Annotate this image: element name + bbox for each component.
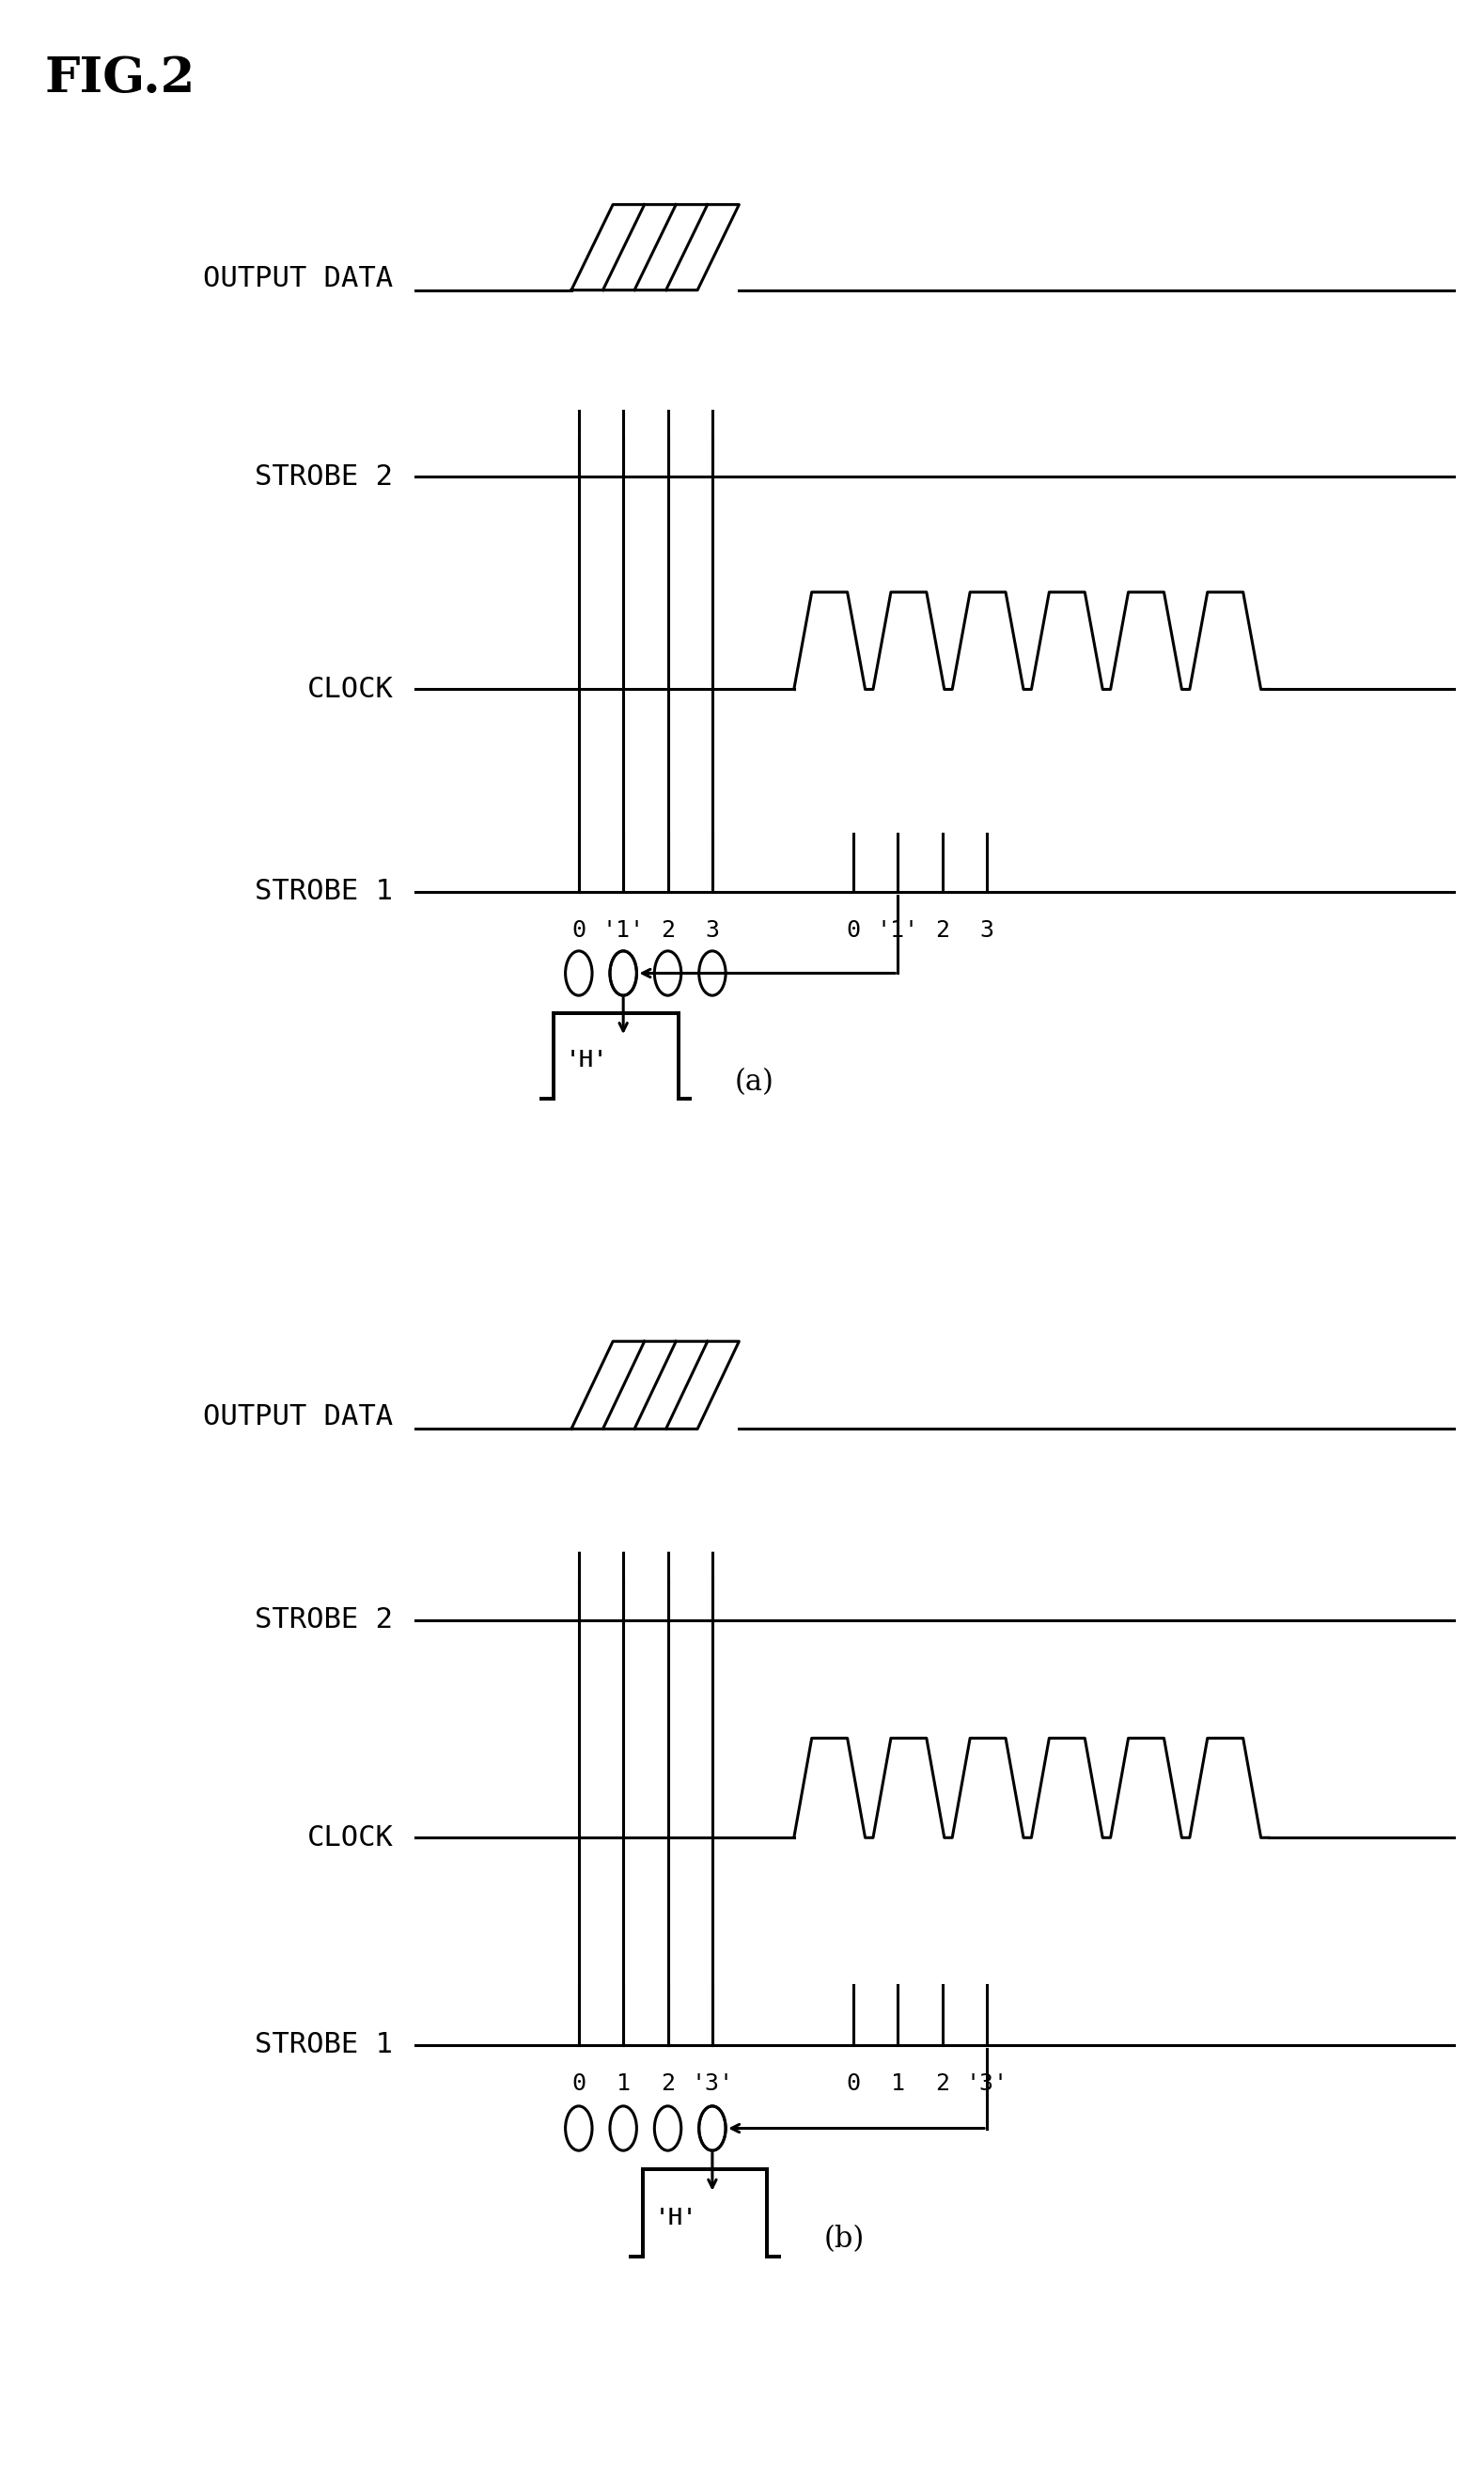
Text: 'H': 'H'	[654, 2207, 696, 2230]
Text: (b): (b)	[824, 2225, 864, 2254]
Text: 0: 0	[846, 918, 861, 941]
Text: STROBE 1: STROBE 1	[255, 879, 393, 906]
Text: 0: 0	[571, 918, 586, 941]
Text: 1: 1	[890, 2071, 905, 2096]
Text: STROBE 2: STROBE 2	[255, 1607, 393, 1634]
Text: 2: 2	[660, 918, 675, 941]
Text: 2: 2	[935, 2071, 950, 2096]
Text: 2: 2	[660, 2071, 675, 2096]
Text: 0: 0	[571, 2071, 586, 2096]
Text: CLOCK: CLOCK	[307, 1825, 393, 1852]
Text: FIG.2: FIG.2	[45, 54, 196, 101]
Text: OUTPUT DATA: OUTPUT DATA	[203, 264, 393, 291]
Text: '1': '1'	[877, 918, 919, 941]
Text: '3': '3'	[966, 2071, 1008, 2096]
Text: CLOCK: CLOCK	[307, 677, 393, 704]
Text: (a): (a)	[735, 1067, 775, 1096]
Text: '1': '1'	[603, 918, 644, 941]
Text: OUTPUT DATA: OUTPUT DATA	[203, 1402, 393, 1430]
Text: 'H': 'H'	[654, 2207, 696, 2230]
Text: STROBE 1: STROBE 1	[255, 2032, 393, 2059]
Text: 1: 1	[616, 2071, 631, 2096]
Text: 'H': 'H'	[565, 1049, 607, 1072]
Text: 3: 3	[979, 918, 994, 941]
Text: 2: 2	[935, 918, 950, 941]
Text: 0: 0	[846, 2071, 861, 2096]
Text: '3': '3'	[692, 2071, 733, 2096]
Text: 3: 3	[705, 918, 720, 941]
Text: STROBE 2: STROBE 2	[255, 464, 393, 491]
Text: 'H': 'H'	[565, 1049, 607, 1072]
